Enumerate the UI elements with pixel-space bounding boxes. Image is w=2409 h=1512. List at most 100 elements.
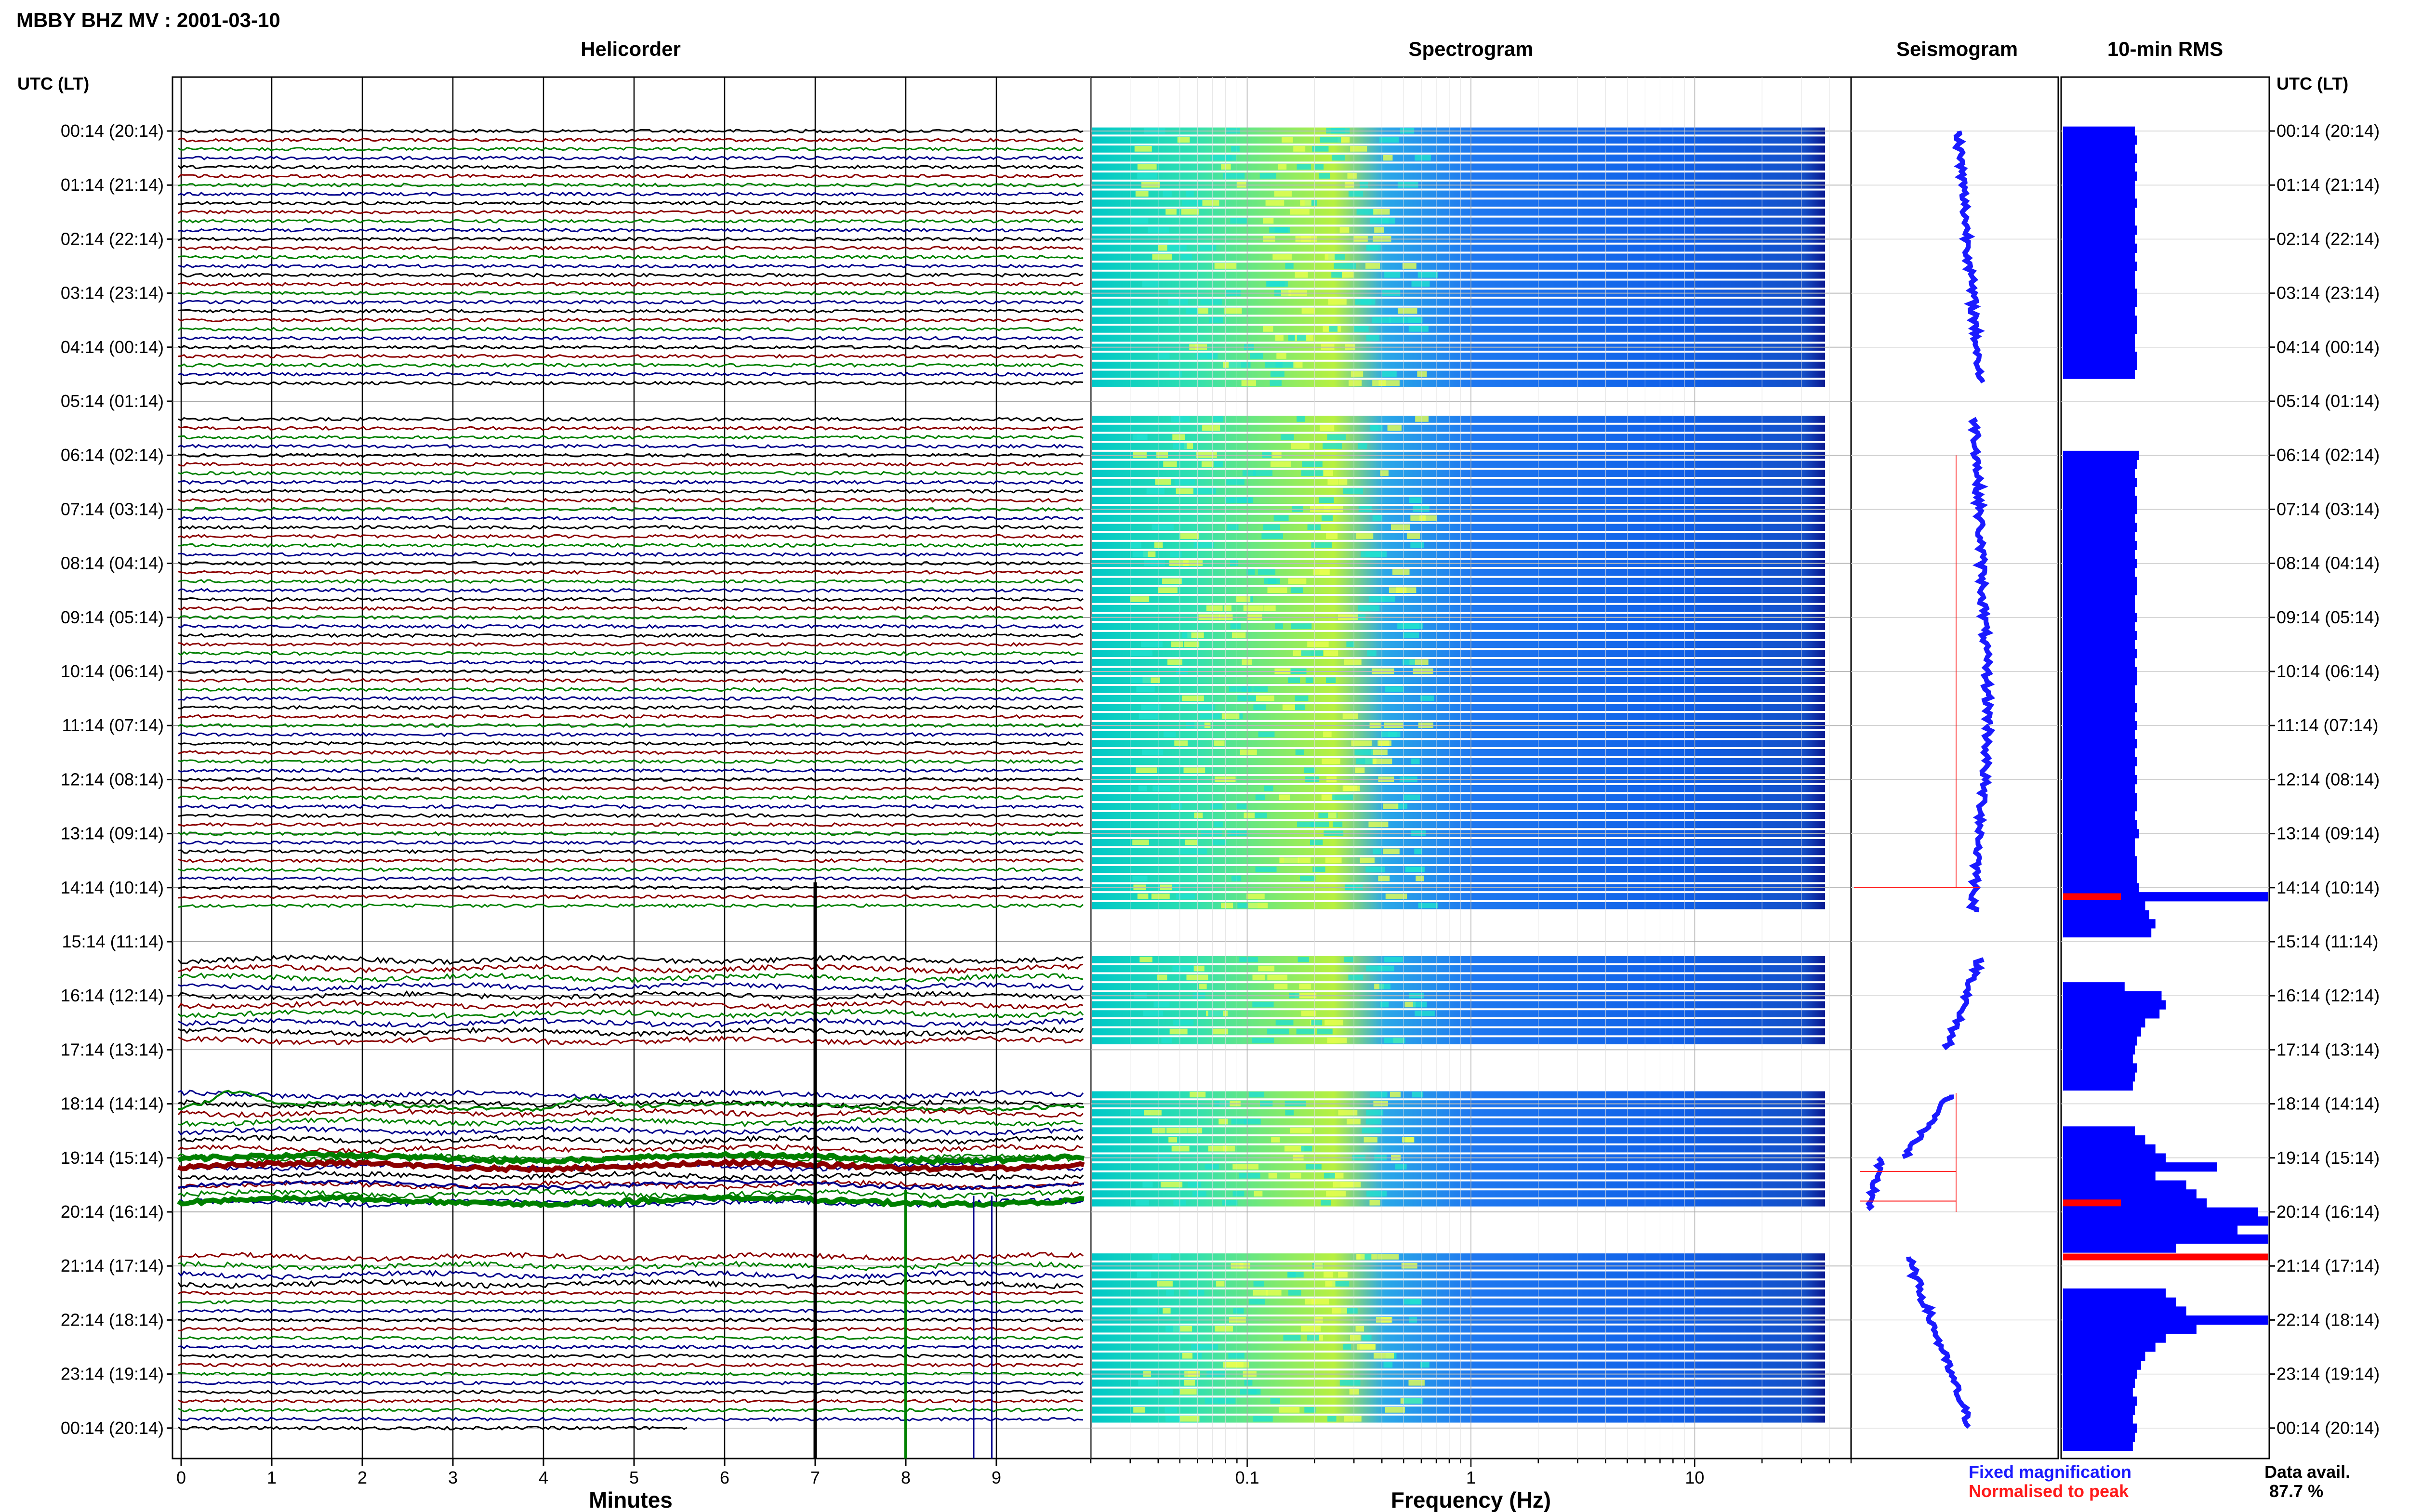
helicorder-x-tick-label: 1 <box>267 1468 277 1487</box>
helicorder-trace <box>178 155 1084 161</box>
helicorder-trace <box>178 542 1084 548</box>
rms-bar <box>2063 153 2137 163</box>
spectrogram-speckle <box>1347 173 1357 179</box>
rms-bar <box>2063 450 2139 460</box>
spectrogram-speckle <box>1384 957 1403 962</box>
rms-bar <box>2063 171 2137 181</box>
rms-bar <box>2063 703 2137 712</box>
spectrogram-speckle <box>1170 416 1183 422</box>
rms-bar <box>2063 1027 2141 1037</box>
spectrogram-row <box>1092 641 1825 648</box>
helicorder-trace <box>178 1344 1084 1350</box>
rms-bar <box>2063 126 2135 136</box>
spectrogram-speckle <box>1195 353 1213 359</box>
rms-bar <box>2063 1216 2268 1226</box>
rms-bar <box>2063 1225 2238 1235</box>
spectrogram-speckle <box>1366 335 1379 341</box>
spectrogram-speckle <box>1325 533 1338 539</box>
rms-bar <box>2063 928 2152 938</box>
rms-bar <box>2063 1342 2156 1352</box>
rms-bar <box>2063 829 2139 839</box>
spectrogram-row <box>1092 316 1825 324</box>
spectrogram-speckle <box>1192 1191 1206 1196</box>
spectrogram-speckle <box>1158 245 1167 251</box>
rms-bar <box>2063 1045 2135 1055</box>
spectrogram-speckle <box>1404 867 1424 872</box>
rms-bar <box>2063 1441 2133 1451</box>
spectrogram-speckle <box>1163 731 1176 737</box>
helicorder-trace <box>178 840 1084 845</box>
rms-bar <box>2063 838 2135 848</box>
spectrogram-speckle <box>1244 1380 1253 1386</box>
spectrogram-speckle <box>1290 209 1310 215</box>
spectrogram-speckle <box>1137 1308 1157 1314</box>
spectrogram-speckle <box>1385 894 1407 899</box>
rms-bar <box>2063 613 2137 622</box>
rms-bar <box>2063 775 2137 785</box>
spectrogram-row <box>1092 821 1825 828</box>
spectrogram-row <box>1092 767 1825 775</box>
helicorder-trace <box>177 164 1084 170</box>
spectrogram-speckle <box>1136 767 1157 774</box>
helicorder-trace <box>178 1327 1084 1331</box>
spectrogram-row <box>1092 893 1825 900</box>
spectrogram-speckle <box>1403 632 1419 638</box>
spectrogram-row <box>1092 704 1825 711</box>
helicorder-trace <box>177 1170 1084 1181</box>
spectrogram-row <box>1092 803 1825 810</box>
spectrogram-row <box>1092 487 1825 495</box>
helicorder-trace <box>178 822 1084 828</box>
rms-bar <box>2063 901 2145 911</box>
spectrogram-row <box>1092 551 1825 558</box>
helicorder-trace <box>178 741 1084 746</box>
spectrogram-speckle <box>1218 1118 1228 1125</box>
rms-bar <box>2063 649 2137 658</box>
spectrogram-speckle <box>1186 308 1199 314</box>
rms-bar <box>2063 1000 2166 1010</box>
spectrogram-speckle <box>1329 326 1338 332</box>
spectrogram-speckle <box>1226 479 1244 485</box>
spectrogram-speckle <box>1222 1199 1238 1206</box>
spectrogram-speckle <box>1408 1380 1425 1386</box>
spectrogram-speckle <box>1367 650 1377 656</box>
rms-bar <box>2063 559 2137 568</box>
spectrogram-speckle <box>1382 596 1395 602</box>
spectrogram-speckle <box>1248 902 1268 908</box>
spectrogram-speckle <box>1241 380 1257 386</box>
spectrogram-speckle <box>1365 1118 1382 1125</box>
spectrogram-speckle <box>1379 137 1399 143</box>
spectrogram-speckle <box>1371 425 1383 431</box>
spectrogram-speckle <box>1182 1353 1193 1359</box>
rms-bar <box>2063 874 2137 883</box>
spectrogram-speckle <box>1378 380 1400 386</box>
spectrogram-speckle <box>1350 146 1367 152</box>
rms-bar <box>2063 793 2137 802</box>
spectrogram-row <box>1092 1136 1825 1144</box>
spectrogram-speckle <box>1242 470 1256 476</box>
time-tick-label: 06:14 (02:14) <box>61 445 164 465</box>
spectrogram-speckle <box>1224 308 1242 314</box>
spectrogram-speckle <box>1384 272 1401 278</box>
time-axis-label-right: UTC (LT) <box>2277 74 2348 93</box>
spectrogram-speckle <box>1356 209 1377 215</box>
spectrogram-speckle <box>1210 803 1223 809</box>
spectrogram-speckle <box>1267 587 1287 593</box>
spectrogram-speckle <box>1165 1326 1180 1332</box>
spectrogram-speckle <box>1283 1335 1301 1341</box>
spectrogram-speckle <box>1132 551 1148 557</box>
time-tick-label: 09:14 (05:14) <box>2277 607 2380 627</box>
spectrogram-row <box>1092 740 1825 747</box>
spectrogram-speckle <box>1284 1145 1305 1152</box>
helicorder-trace <box>178 246 1084 251</box>
spectrogram-speckle <box>1301 470 1324 476</box>
helicorder-trace <box>178 876 1084 881</box>
spectrogram-speckle <box>1216 1281 1225 1287</box>
spectrogram-speckle <box>1182 200 1204 206</box>
time-tick-label: 18:14 (14:14) <box>2277 1094 2380 1114</box>
spectrogram-speckle <box>1396 803 1408 809</box>
helicorder-trace <box>177 999 1084 1010</box>
spectrogram-speckle <box>1320 425 1335 431</box>
rms-bar <box>2063 640 2135 649</box>
spectrogram-speckle <box>1231 632 1246 638</box>
spectrogram-speckle <box>1343 1344 1351 1350</box>
